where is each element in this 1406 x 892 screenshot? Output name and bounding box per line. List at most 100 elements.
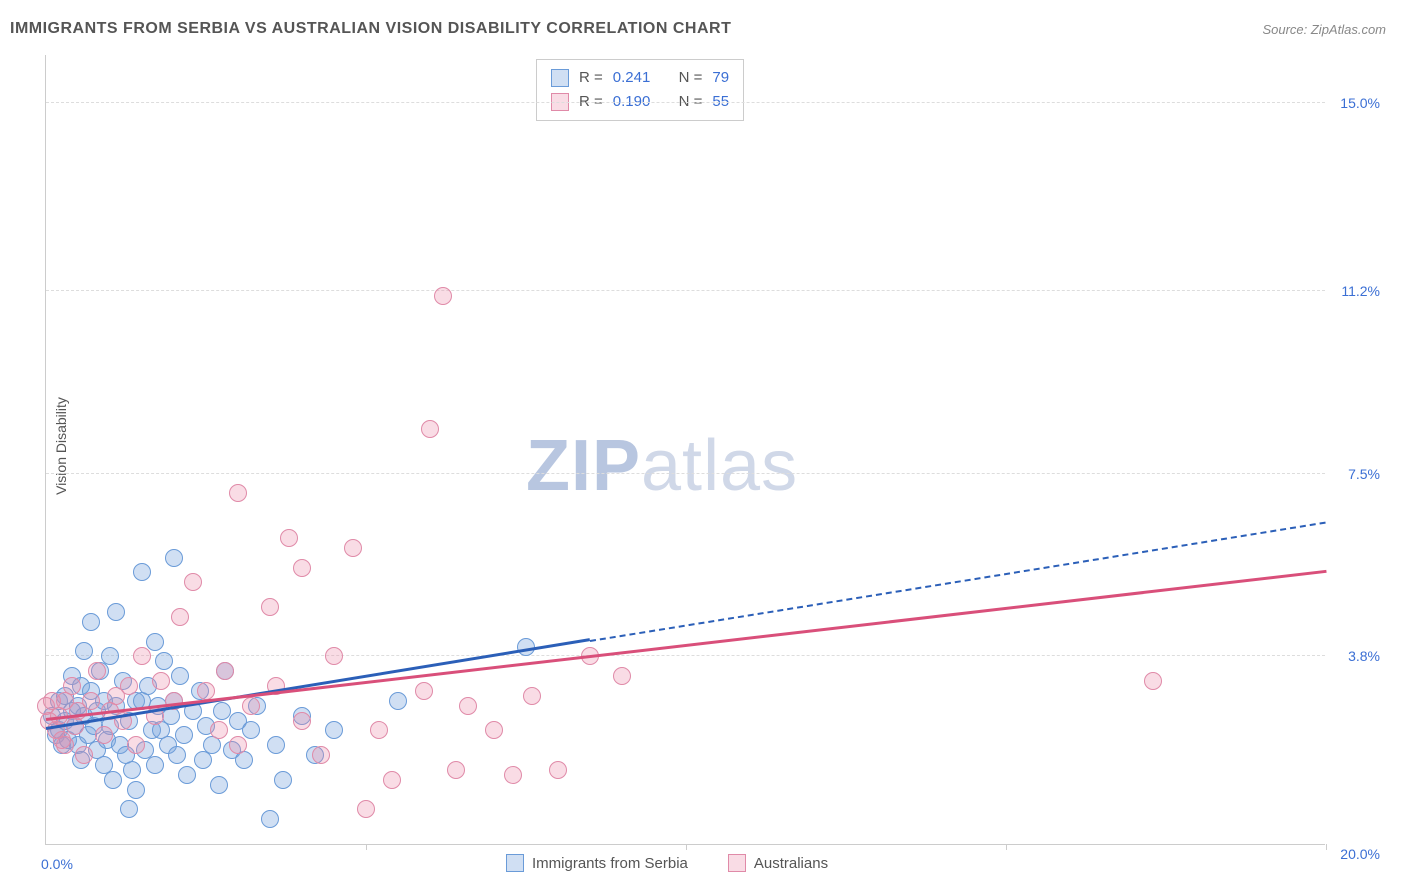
- data-point: [267, 736, 285, 754]
- x-min-label: 0.0%: [41, 856, 73, 872]
- data-point: [165, 549, 183, 567]
- data-point: [171, 608, 189, 626]
- gridline: [46, 290, 1325, 291]
- data-point: [75, 746, 93, 764]
- data-point: [168, 746, 186, 764]
- data-point: [152, 672, 170, 690]
- watermark-bold: ZIP: [526, 426, 641, 506]
- r-value-serbia: 0.241: [613, 66, 651, 90]
- data-point: [95, 726, 113, 744]
- x-tick: [1006, 844, 1007, 850]
- y-tick-label: 15.0%: [1340, 95, 1380, 111]
- data-point: [133, 563, 151, 581]
- data-point: [229, 484, 247, 502]
- data-point: [56, 736, 74, 754]
- n-label: N =: [679, 66, 703, 90]
- data-point: [261, 598, 279, 616]
- chart-title: IMMIGRANTS FROM SERBIA VS AUSTRALIAN VIS…: [10, 20, 731, 38]
- data-point: [127, 736, 145, 754]
- data-point: [107, 603, 125, 621]
- data-point: [325, 647, 343, 665]
- x-tick: [366, 844, 367, 850]
- x-tick: [686, 844, 687, 850]
- data-point: [370, 721, 388, 739]
- swatch-australians: [728, 854, 746, 872]
- data-point: [63, 677, 81, 695]
- data-point: [178, 766, 196, 784]
- swatch-serbia: [551, 69, 569, 87]
- data-point: [216, 662, 234, 680]
- data-point: [459, 697, 477, 715]
- watermark-rest: atlas: [641, 426, 798, 506]
- data-point: [101, 647, 119, 665]
- data-point: [312, 746, 330, 764]
- data-point: [82, 692, 100, 710]
- data-point: [210, 721, 228, 739]
- x-tick: [1326, 844, 1327, 850]
- data-point: [210, 776, 228, 794]
- gridline: [46, 473, 1325, 474]
- data-point: [274, 771, 292, 789]
- data-point: [421, 420, 439, 438]
- series-label-serbia: Immigrants from Serbia: [532, 855, 688, 872]
- trend-line: [46, 569, 1326, 720]
- data-point: [415, 682, 433, 700]
- legend-row-serbia: R = 0.241 N = 79: [551, 66, 729, 90]
- data-point: [293, 559, 311, 577]
- data-point: [175, 726, 193, 744]
- data-point: [280, 529, 298, 547]
- data-point: [229, 736, 247, 754]
- gridline: [46, 655, 1325, 656]
- data-point: [447, 761, 465, 779]
- data-point: [82, 613, 100, 631]
- data-point: [197, 682, 215, 700]
- data-point: [357, 800, 375, 818]
- watermark: ZIPatlas: [526, 425, 798, 507]
- data-point: [504, 766, 522, 784]
- legend-item-australians: Australians: [728, 854, 828, 872]
- trend-line: [590, 521, 1326, 641]
- data-point: [213, 702, 231, 720]
- data-point: [120, 800, 138, 818]
- data-point: [171, 667, 189, 685]
- r-label: R =: [579, 66, 603, 90]
- data-point: [485, 721, 503, 739]
- data-point: [120, 677, 138, 695]
- data-point: [549, 761, 567, 779]
- data-point: [88, 662, 106, 680]
- series-label-australians: Australians: [754, 855, 828, 872]
- source-label: Source: ZipAtlas.com: [1262, 22, 1386, 37]
- y-tick-label: 3.8%: [1348, 648, 1380, 664]
- data-point: [613, 667, 631, 685]
- gridline: [46, 102, 1325, 103]
- legend-item-serbia: Immigrants from Serbia: [506, 854, 688, 872]
- data-point: [389, 692, 407, 710]
- data-point: [123, 761, 141, 779]
- swatch-serbia: [506, 854, 524, 872]
- data-point: [261, 810, 279, 828]
- data-point: [146, 633, 164, 651]
- data-point: [104, 771, 122, 789]
- x-max-label: 20.0%: [1340, 846, 1380, 862]
- series-legend: Immigrants from Serbia Australians: [506, 854, 828, 872]
- data-point: [1144, 672, 1162, 690]
- data-point: [293, 712, 311, 730]
- data-point: [434, 287, 452, 305]
- data-point: [344, 539, 362, 557]
- data-point: [242, 721, 260, 739]
- data-point: [133, 647, 151, 665]
- data-point: [242, 697, 260, 715]
- y-tick-label: 7.5%: [1348, 466, 1380, 482]
- scatter-plot: ZIPatlas R = 0.241 N = 79 R = 0.190 N = …: [45, 55, 1325, 845]
- data-point: [155, 652, 173, 670]
- data-point: [383, 771, 401, 789]
- data-point: [127, 781, 145, 799]
- y-tick-label: 11.2%: [1341, 283, 1380, 299]
- n-value-serbia: 79: [712, 66, 729, 90]
- data-point: [523, 687, 541, 705]
- data-point: [75, 642, 93, 660]
- data-point: [325, 721, 343, 739]
- correlation-legend: R = 0.241 N = 79 R = 0.190 N = 55: [536, 59, 744, 121]
- data-point: [146, 756, 164, 774]
- data-point: [184, 573, 202, 591]
